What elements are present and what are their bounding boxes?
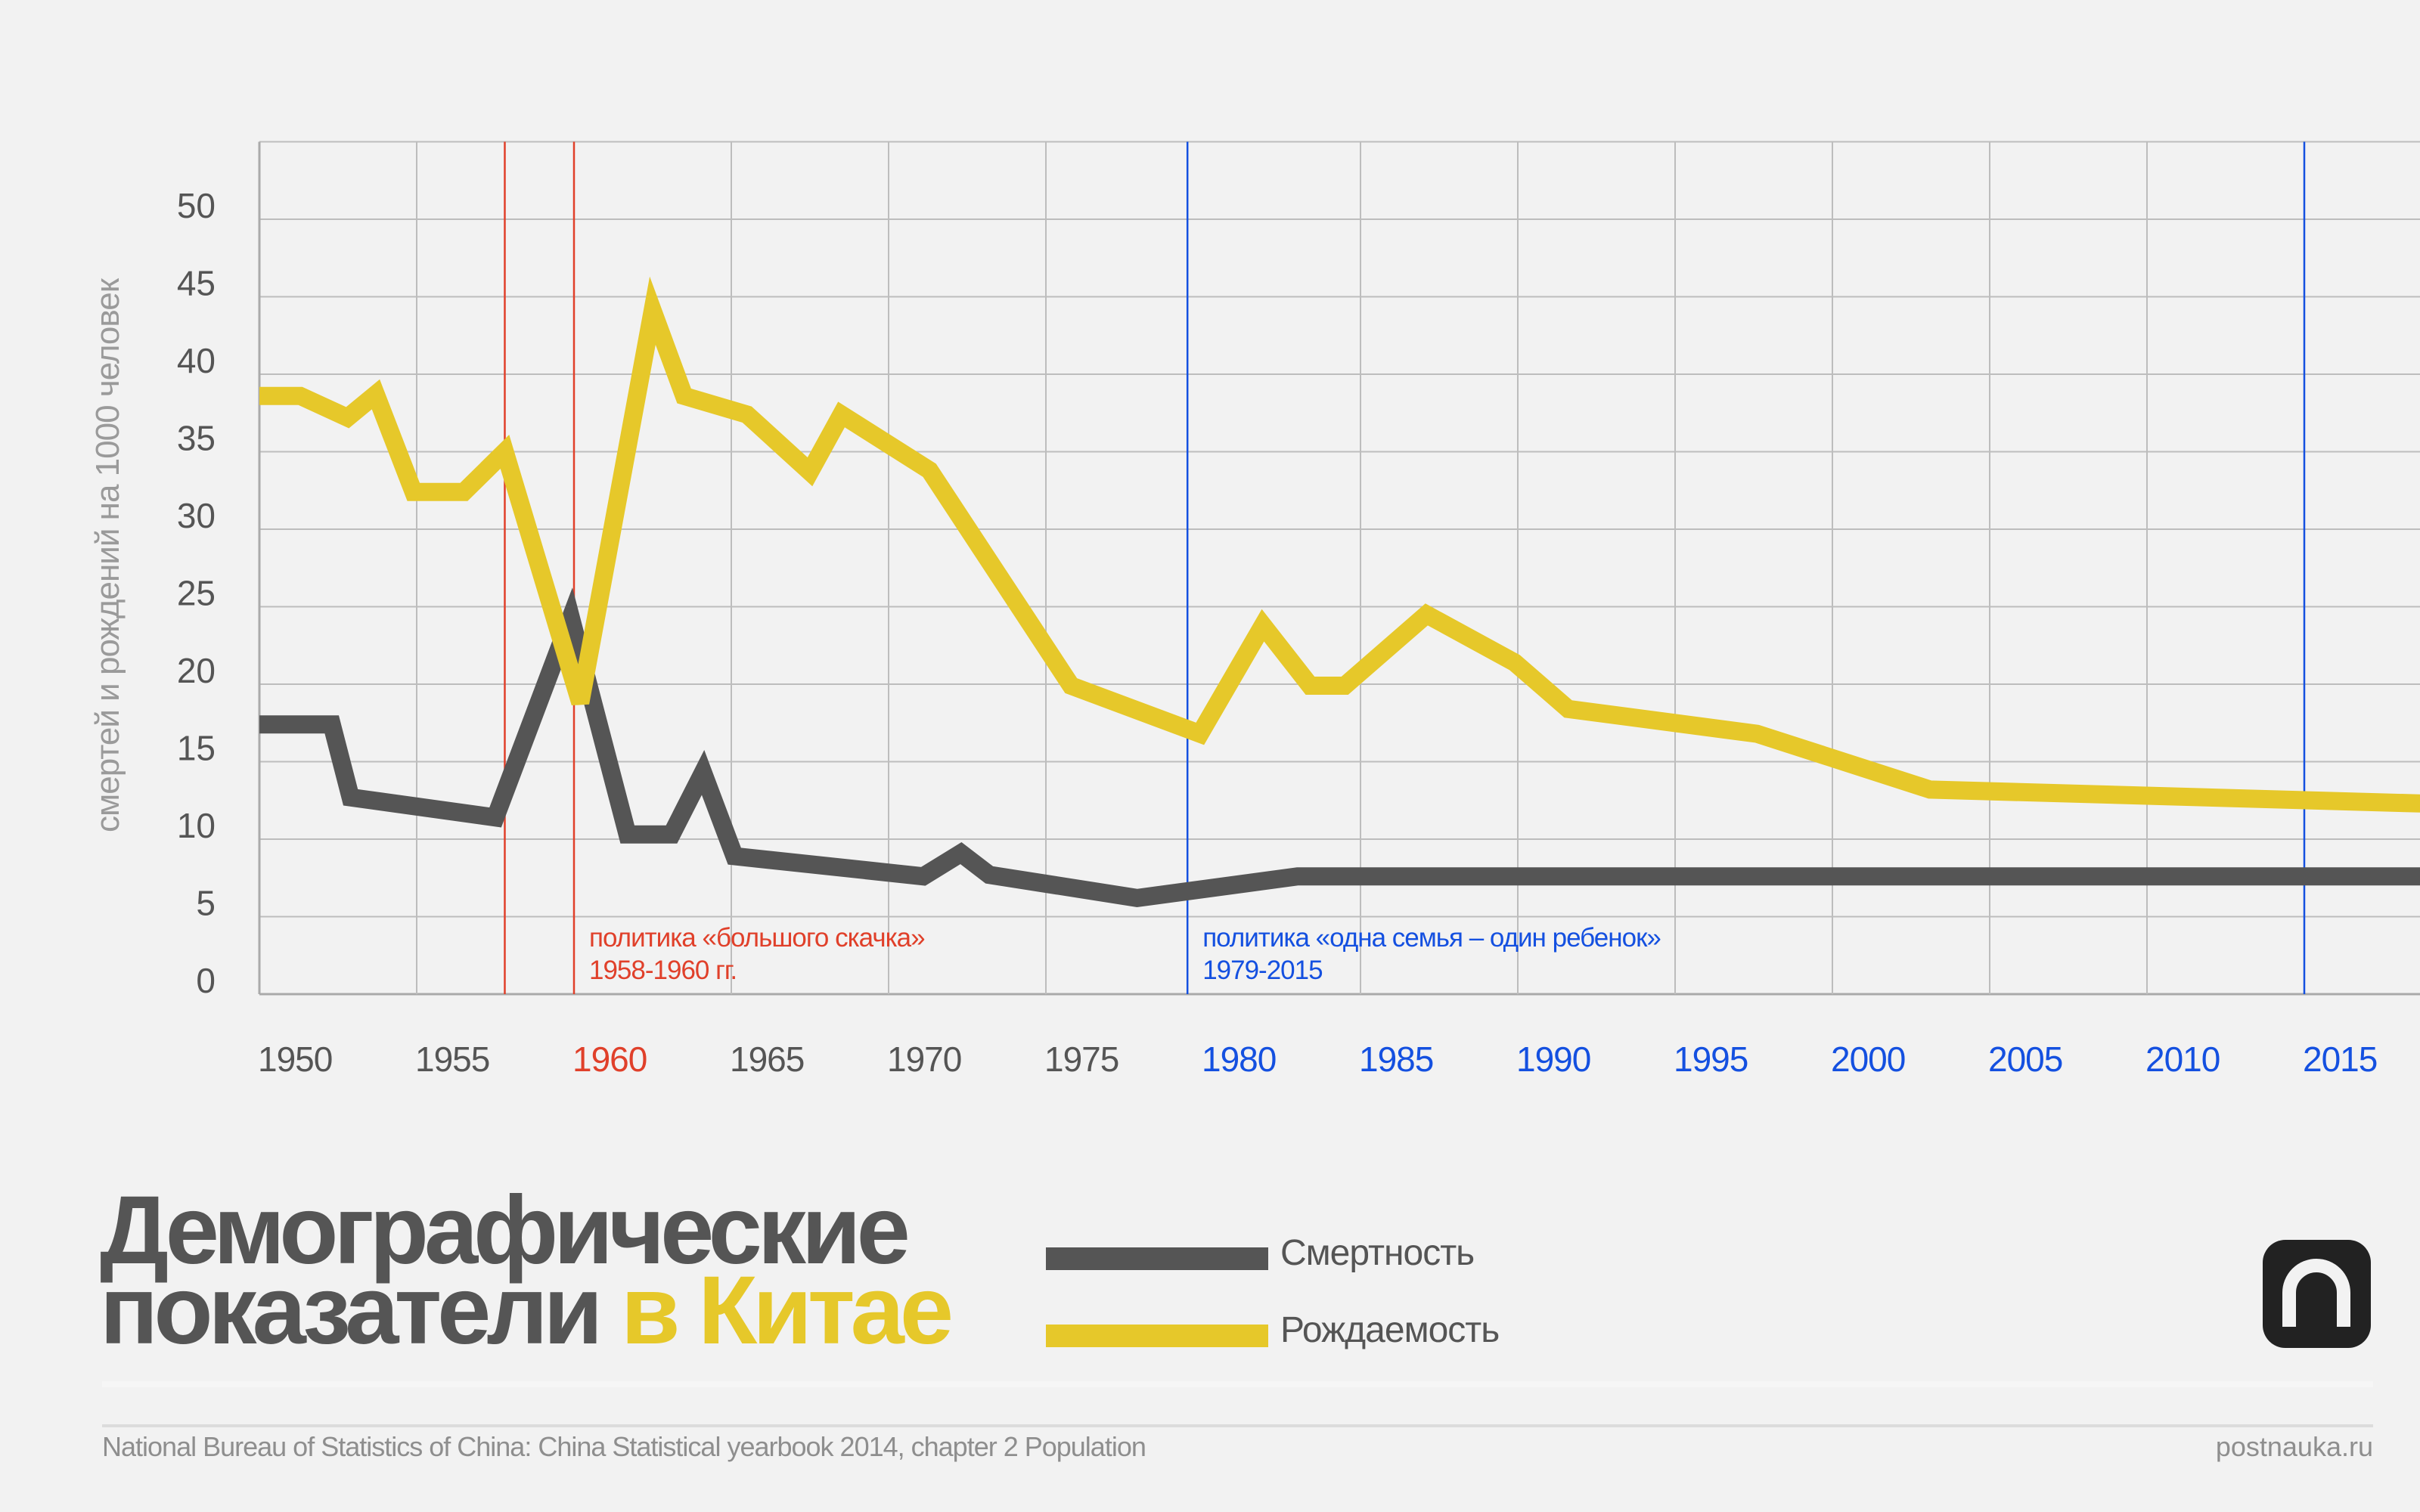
footer-divider <box>102 1424 2373 1427</box>
y-tick-label: 40 <box>177 341 216 380</box>
source-text: National Bureau of Statistics of China: … <box>102 1431 1146 1462</box>
x-tick-label: 1965 <box>730 1040 804 1079</box>
y-tick-label: 35 <box>177 419 216 458</box>
x-tick-labels: 1950 1955 1960 1965 1970 1975 1980 1985 1990 1995… <box>258 1040 2378 1079</box>
y-tick-label: 0 <box>196 961 216 1000</box>
title-line-2: показатели в Китае <box>100 1263 954 1359</box>
x-tick-label: 1960 <box>572 1040 647 1079</box>
title-main: показатели <box>100 1256 603 1365</box>
annotation-texts: политика «большого скачка» 1958-1960 гг. п… <box>589 923 1661 985</box>
birth-rate-line <box>259 276 2420 813</box>
legend-swatch-death <box>1046 1247 1268 1270</box>
x-tick-label: 1950 <box>258 1040 332 1079</box>
x-tick-label: 2005 <box>1988 1040 2062 1079</box>
postnauka-logo-icon <box>2263 1240 2371 1348</box>
x-tick-label: 1970 <box>887 1040 961 1079</box>
legend-label-birth: Рождаемость <box>1280 1310 1500 1350</box>
y-tick-label: 50 <box>177 186 216 225</box>
footer-band <box>102 1381 2373 1387</box>
site-link[interactable]: postnauka.ru <box>2215 1431 2373 1462</box>
death-rate-line <box>259 587 2420 908</box>
x-tick-label: 2015 <box>2303 1040 2377 1079</box>
y-tick-label: 25 <box>177 574 216 613</box>
title-line-1: Демографические <box>100 1176 911 1284</box>
x-tick-label: 1995 <box>1674 1040 1748 1079</box>
y-tick-label: 5 <box>196 884 216 923</box>
great-leap-period: 1958-1960 гг. <box>589 956 737 985</box>
title-accent: в Китае <box>620 1256 954 1365</box>
x-tick-label: 2000 <box>1831 1040 1905 1079</box>
x-tick-label: 1955 <box>415 1040 489 1079</box>
x-tick-label: 1990 <box>1516 1040 1590 1079</box>
legend-label-death: Смертность <box>1280 1233 1475 1273</box>
one-child-period: 1979-2015 <box>1202 956 1322 985</box>
y-tick-label: 30 <box>177 496 216 535</box>
series <box>259 276 2420 908</box>
one-child-label: политика «одна семья – один ребенок» <box>1202 923 1661 953</box>
annotation-lines <box>504 141 2306 994</box>
y-tick-labels: 0 5 10 15 20 25 30 35 40 45 50 <box>177 186 216 1000</box>
legend-swatch-birth <box>1046 1325 1268 1347</box>
great-leap-label: политика «большого скачка» <box>589 923 925 953</box>
y-tick-label: 20 <box>177 651 216 690</box>
x-tick-label: 1985 <box>1359 1040 1433 1079</box>
x-tick-label: 1975 <box>1044 1040 1118 1079</box>
y-tick-label: 45 <box>177 264 216 303</box>
page-title: Демографические показатели в Китае <box>100 1176 954 1359</box>
x-tick-label: 1980 <box>1202 1040 1276 1079</box>
y-axis-title: смертей и рождений на 1000 человек <box>89 279 126 832</box>
y-tick-label: 15 <box>177 729 216 768</box>
x-tick-label: 2010 <box>2145 1040 2220 1079</box>
y-tick-label: 10 <box>177 806 216 845</box>
grid <box>258 141 2420 996</box>
